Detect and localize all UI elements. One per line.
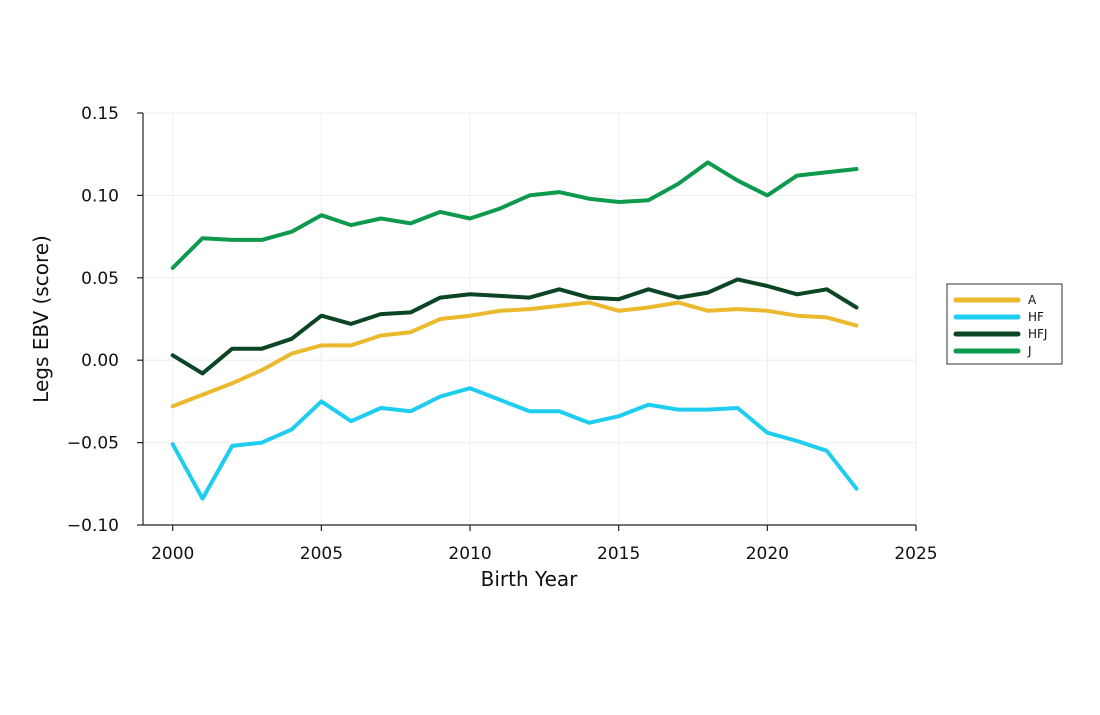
- legend-items: A HF HFJ J: [953, 293, 1047, 358]
- y-tick-label: −0.10: [67, 516, 119, 536]
- x-tick-label: 2000: [151, 544, 194, 564]
- y-tick-label: 0.00: [81, 351, 119, 371]
- series-lines: [170, 160, 859, 501]
- series-line-hf: [170, 386, 859, 501]
- legend-label-a: A: [1028, 293, 1037, 307]
- series-line-a: [170, 300, 859, 409]
- y-axis-title: Legs EBV (score): [29, 235, 53, 403]
- x-axis-title: Birth Year: [481, 567, 578, 591]
- legend-label-hfj: HFJ: [1028, 327, 1047, 341]
- x-tick-label: 2015: [597, 544, 640, 564]
- series-line-hfj: [170, 277, 859, 376]
- x-tick-label: 2010: [448, 544, 491, 564]
- y-tick-label: 0.10: [81, 186, 119, 206]
- x-tick-label: 2020: [746, 544, 789, 564]
- legend-label-j: J: [1027, 344, 1032, 358]
- y-tick-label: 0.15: [81, 104, 119, 124]
- legend: A HF HFJ J: [946, 283, 1063, 365]
- x-axis-ticks: 2000 2005 2010 2015 2020 2025: [151, 525, 938, 564]
- series-line-j: [170, 160, 859, 270]
- y-tick-label: 0.05: [81, 269, 119, 289]
- legend-label-hf: HF: [1028, 310, 1044, 324]
- y-axis-ticks: −0.10 −0.05 0.00 0.05 0.10 0.15: [67, 104, 143, 536]
- y-tick-label: −0.05: [67, 434, 119, 454]
- x-tick-label: 2005: [300, 544, 343, 564]
- x-tick-label: 2025: [894, 544, 937, 564]
